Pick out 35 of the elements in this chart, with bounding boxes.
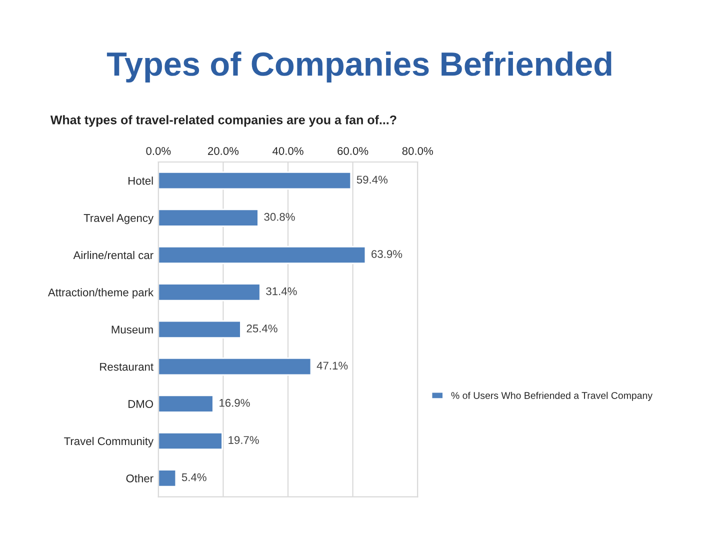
data-label: 25.4% <box>246 324 278 332</box>
chart-subtitle: What types of travel-related companies are you a fan of...? <box>50 115 396 127</box>
chart-title: Types of Companies Befriended <box>106 51 612 83</box>
bar <box>158 358 312 376</box>
y-tick-label: Airline/rental car <box>73 250 154 260</box>
bar <box>158 469 177 488</box>
bar <box>158 320 242 338</box>
bar <box>158 246 366 264</box>
x-tick-label: 80.0% <box>402 147 433 155</box>
bar <box>158 172 352 190</box>
legend-label: % of Users Who Befriended a Travel Company <box>451 392 653 401</box>
data-label: 5.4% <box>182 473 206 482</box>
y-tick-label: DMO <box>128 400 154 408</box>
data-label: 31.4% <box>266 287 297 296</box>
bar <box>158 208 259 227</box>
data-label: 30.8% <box>264 212 295 221</box>
x-tick-label: 40.0% <box>272 147 304 155</box>
x-tick-label: 60.0% <box>338 147 368 155</box>
bar <box>158 432 223 450</box>
y-tick-label: Museum <box>112 326 153 334</box>
x-tick-label: 20.0% <box>208 147 239 155</box>
bar <box>158 283 261 302</box>
y-tick-label: Travel Community <box>64 436 154 448</box>
y-tick-label: Travel Agency <box>84 214 154 224</box>
data-label: 19.7% <box>228 436 259 444</box>
data-label: 16.9% <box>220 398 250 407</box>
x-tick-label: 0.0% <box>146 147 171 155</box>
data-label: 63.9% <box>372 250 402 258</box>
data-label: 59.4% <box>356 176 388 184</box>
y-tick-label: Attraction/theme park <box>48 288 154 299</box>
data-label: 47.1% <box>316 362 348 370</box>
bar <box>158 394 214 413</box>
y-tick-label: Restaurant <box>100 362 154 371</box>
y-tick-label: Hotel <box>128 176 153 185</box>
y-tick-label: Other <box>126 474 154 482</box>
